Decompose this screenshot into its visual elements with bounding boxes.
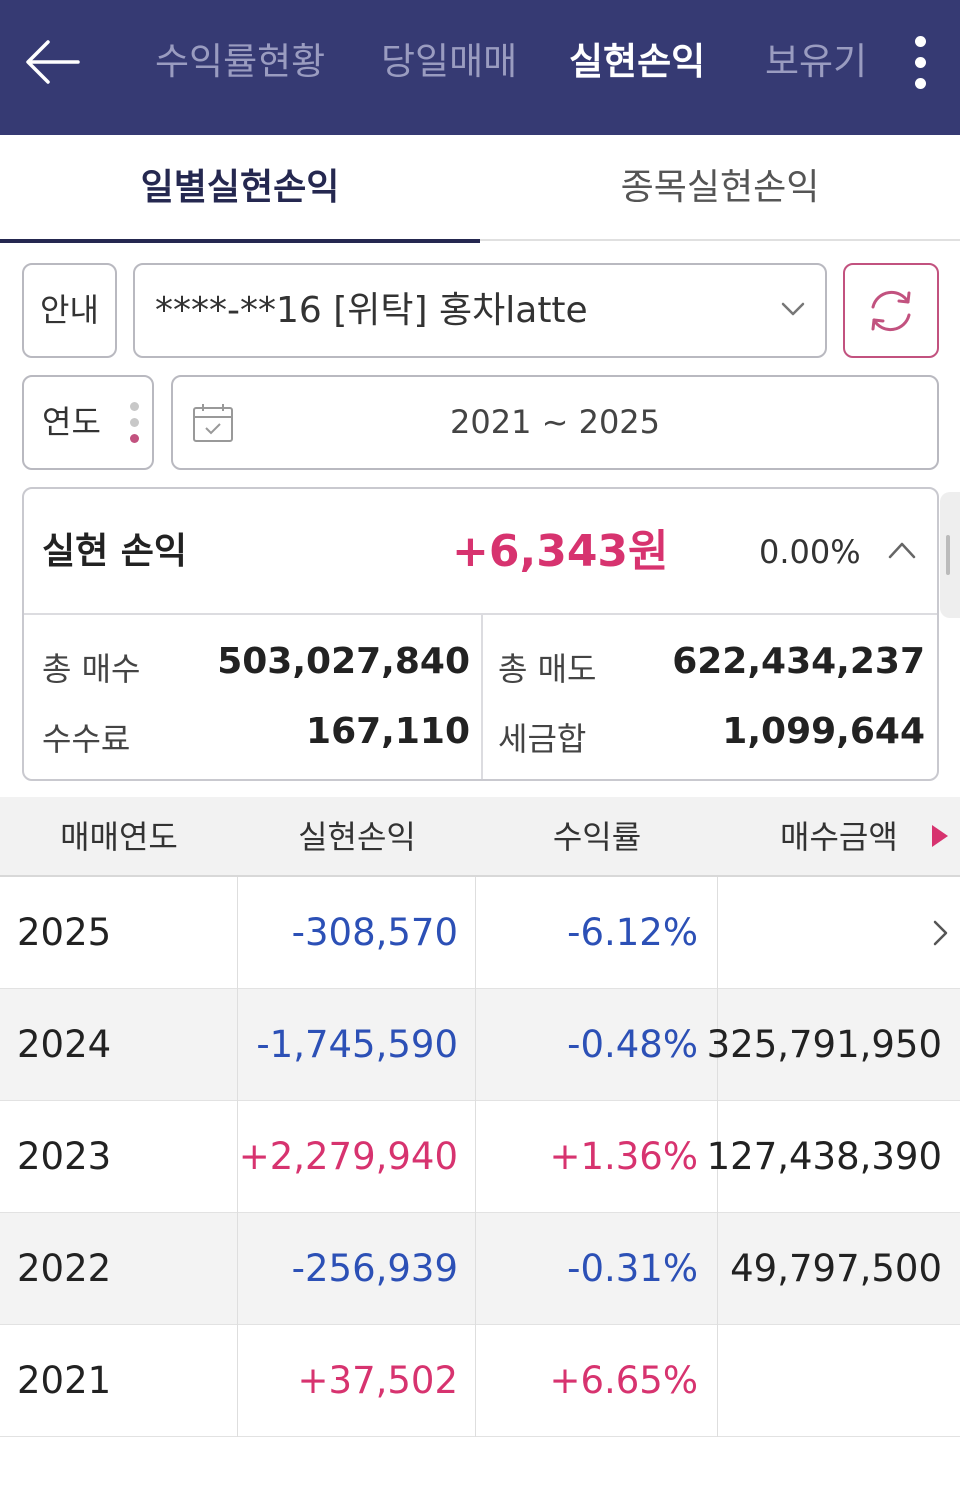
back-button[interactable] bbox=[20, 30, 84, 94]
subtab-stock-realized[interactable]: 종목실현손익 bbox=[620, 167, 820, 208]
calendar-icon bbox=[193, 404, 233, 442]
tab-profit-status[interactable]: 수익률현황 bbox=[155, 40, 326, 83]
row-year: 2021 bbox=[17, 1359, 112, 1402]
fee-label: 수수료 bbox=[42, 720, 131, 758]
tax-value: 1,099,644 bbox=[722, 711, 925, 752]
row-year: 2022 bbox=[17, 1247, 112, 1290]
total-buy-value: 503,027,840 bbox=[217, 641, 470, 682]
total-sell-value: 622,434,237 bbox=[672, 641, 925, 682]
table-row[interactable]: 2024 -1,745,590 -0.48% 325,791,950 bbox=[0, 989, 960, 1101]
table-row[interactable]: 2022 -256,939 -0.31% 49,797,500 bbox=[0, 1213, 960, 1325]
row-rate: +1.36% bbox=[549, 1135, 698, 1178]
chevron-up-icon[interactable] bbox=[887, 539, 917, 561]
row-profit: -1,745,590 bbox=[256, 1023, 458, 1066]
col-header-buy-amount: 매수금액 bbox=[780, 818, 898, 856]
tab-realized-pl[interactable]: 실현손익 bbox=[569, 40, 706, 83]
row-rate: -6.12% bbox=[567, 911, 698, 954]
chevron-right-icon[interactable] bbox=[930, 917, 952, 949]
row-year: 2023 bbox=[17, 1135, 112, 1178]
row-year: 2025 bbox=[17, 911, 112, 954]
row-buy-amount: 127,438,390 bbox=[706, 1135, 942, 1178]
date-range-picker[interactable]: 2021 ~ 2025 bbox=[171, 375, 939, 470]
row-profit: +2,279,940 bbox=[238, 1135, 458, 1178]
side-drawer-handle[interactable] bbox=[940, 492, 960, 618]
col-header-rate: 수익률 bbox=[552, 818, 642, 856]
chevron-down-icon bbox=[781, 302, 805, 316]
year-label: 연도 bbox=[42, 403, 101, 441]
table-header: 매매연도 실현손익 수익률 매수금액 bbox=[0, 797, 960, 877]
row-year: 2024 bbox=[17, 1023, 112, 1066]
option-dot-active-icon bbox=[130, 434, 139, 443]
summary-profit: +6,343원 bbox=[452, 526, 669, 577]
tab-holding-period[interactable]: 보유기 bbox=[765, 40, 868, 83]
row-profit: -308,570 bbox=[291, 911, 458, 954]
col-header-profit: 실현손익 bbox=[298, 818, 416, 856]
year-selector[interactable]: 연도 bbox=[22, 375, 154, 470]
option-dot-icon bbox=[130, 402, 139, 411]
realized-pl-summary: 실현 손익 +6,343원 0.00% 총 매수 503,027,840 총 매… bbox=[22, 487, 939, 781]
total-sell-label: 총 매도 bbox=[498, 650, 597, 688]
total-buy-label: 총 매수 bbox=[42, 650, 141, 688]
refresh-icon bbox=[871, 290, 911, 332]
subtab-daily-realized[interactable]: 일별실현손익 bbox=[0, 135, 480, 243]
row-buy-amount: 325,791,950 bbox=[706, 1023, 942, 1066]
scroll-right-icon[interactable] bbox=[930, 823, 950, 849]
row-profit: -256,939 bbox=[291, 1247, 458, 1290]
table-row[interactable]: 2025 -308,570 -6.12% bbox=[0, 877, 960, 989]
account-value: ****-**16 [위탁] 홍차latte bbox=[155, 290, 588, 331]
summary-header[interactable]: 실현 손익 +6,343원 0.00% bbox=[24, 489, 937, 615]
tax-label: 세금합 bbox=[498, 720, 587, 758]
sub-tab-bar: 일별실현손익 종목실현손익 bbox=[0, 135, 960, 243]
account-select[interactable]: ****-**16 [위탁] 홍차latte bbox=[133, 263, 827, 358]
row-rate: -0.48% bbox=[567, 1023, 698, 1066]
row-profit: +37,502 bbox=[297, 1359, 458, 1402]
summary-title: 실현 손익 bbox=[42, 531, 188, 572]
col-header-year: 매매연도 bbox=[60, 818, 178, 856]
back-arrow-icon bbox=[26, 40, 80, 84]
more-vertical-icon[interactable] bbox=[905, 30, 937, 94]
table-row[interactable]: 2023 +2,279,940 +1.36% 127,438,390 bbox=[0, 1101, 960, 1213]
summary-rate: 0.00% bbox=[759, 533, 861, 571]
table-row[interactable]: 2021 +37,502 +6.65% bbox=[0, 1325, 960, 1437]
row-rate: -0.31% bbox=[567, 1247, 698, 1290]
guide-button[interactable]: 안내 bbox=[22, 263, 117, 358]
row-buy-amount: 49,797,500 bbox=[730, 1247, 942, 1290]
date-range-value: 2021 ~ 2025 bbox=[449, 403, 661, 441]
row-rate: +6.65% bbox=[549, 1359, 698, 1402]
summary-divider bbox=[481, 615, 483, 779]
top-app-bar: 수익률현황 당일매매 실현손익 보유기 bbox=[0, 0, 960, 135]
fee-value: 167,110 bbox=[306, 711, 470, 752]
refresh-button[interactable] bbox=[843, 263, 939, 358]
option-dot-icon bbox=[130, 418, 139, 427]
tab-daily-trade[interactable]: 당일매매 bbox=[381, 40, 518, 83]
